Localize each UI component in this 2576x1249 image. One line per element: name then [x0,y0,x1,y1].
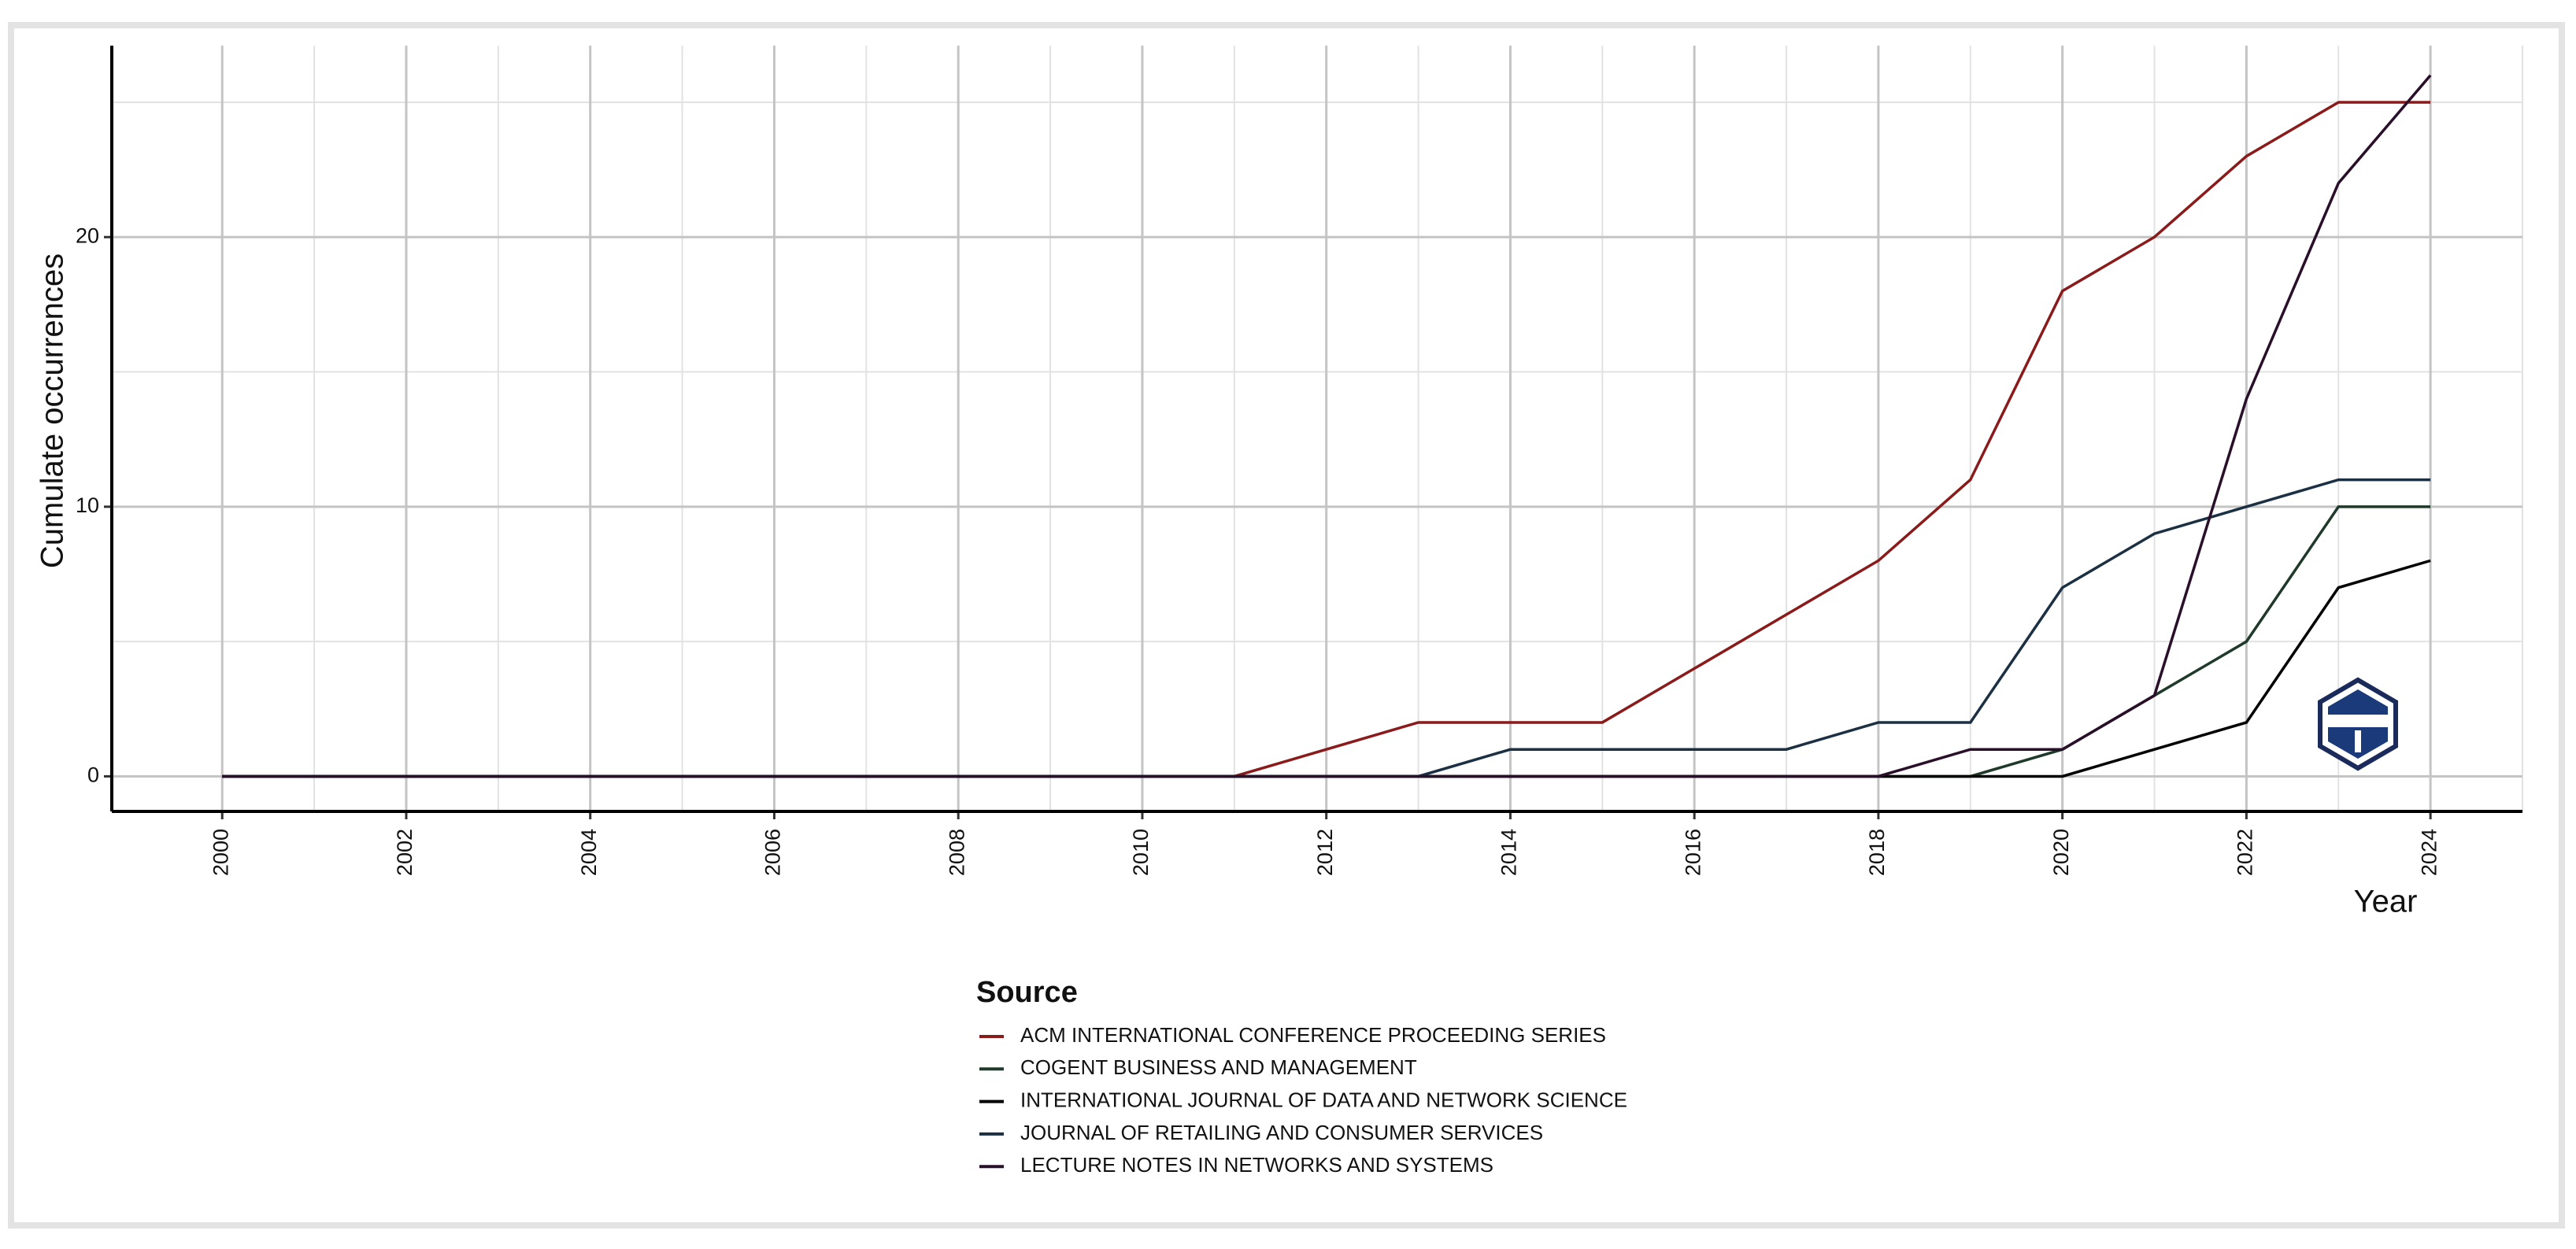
x-tick-label: 2004 [577,829,601,876]
x-tick-label: 2014 [1497,829,1521,876]
y-tick-label: 0 [87,763,99,787]
series-line [222,74,2432,778]
legend-title: Source [976,976,1078,1009]
x-tick-label: 2002 [393,829,416,876]
y-tick-label: 10 [76,493,99,517]
x-tick-label: 2000 [209,829,232,876]
frame [8,22,2565,1229]
legend-label: LECTURE NOTES IN NETWORKS AND SYSTEMS [1020,1153,1493,1177]
x-axis-title: Year [2354,885,2418,919]
legend-label: INTERNATIONAL JOURNAL OF DATA AND NETWOR… [1020,1088,1627,1111]
legend-label: JOURNAL OF RETAILING AND CONSUMER SERVIC… [1020,1121,1543,1144]
legend: ACM INTERNATIONAL CONFERENCE PROCEEDING … [979,1023,1627,1177]
grid [112,46,2523,811]
legend-label: COGENT BUSINESS AND MANAGEMENT [1020,1055,1417,1079]
x-tick-label: 2024 [2417,829,2441,876]
x-tick-label: 2016 [1681,829,1704,876]
y-tick-label: 20 [76,224,99,247]
x-tick-label: 2010 [1129,829,1153,876]
x-tick-label: 2018 [1865,829,1889,876]
logo [2318,677,2398,771]
axes: 0 10 20 2000 2002 2004 2006 2008 2010 2012 2014 201… [76,46,2522,876]
lines [222,74,2432,778]
legend-label: ACM INTERNATIONAL CONFERENCE PROCEEDING … [1020,1023,1606,1047]
y-axis-title: Cumulate occurrences [35,253,70,568]
x-tick-label: 2022 [2234,829,2257,876]
x-tick-label: 2006 [761,829,785,876]
x-tick-label: 2008 [945,829,968,876]
x-tick-label: 2020 [2049,829,2073,876]
x-tick-label: 2012 [1313,829,1337,876]
